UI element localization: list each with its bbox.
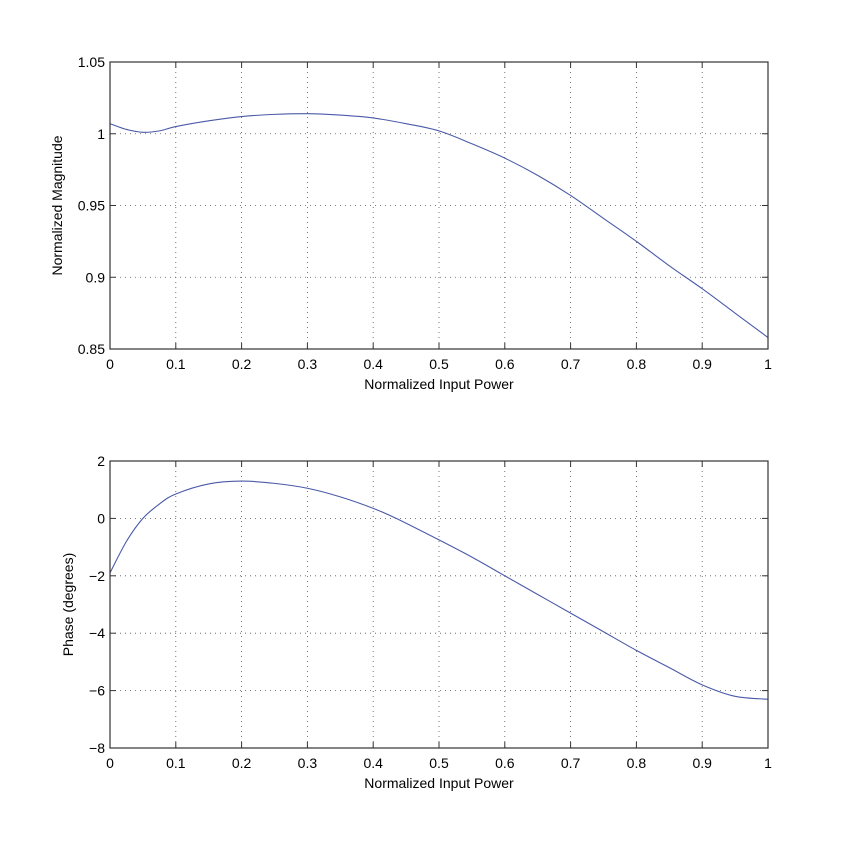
y-tick-label: 0.95 [78,198,105,214]
axes-frame [109,61,769,350]
x-tick-label: 0.8 [627,356,647,372]
x-tick-label: 0 [106,755,114,771]
y-tick-label: 2 [97,453,105,469]
x-tick-label: 1 [764,755,772,771]
x-tick-label: 0.6 [495,755,515,771]
x-tick-label: 0.8 [627,755,647,771]
x-tick-label: 0.3 [298,356,318,372]
phase-plot: 0 0.1 0.2 0.3 0.4 0.5 0.6 0.7 0.8 0.9 1 −8 −6 −4 −2 0 2 N… [60,453,772,791]
data-line [109,480,769,700]
x-tick-label: 0.2 [232,755,252,771]
x-tick-label: 1 [764,356,772,372]
x-tick-label: 0.7 [561,356,581,372]
x-tick-label: 0.9 [692,356,712,372]
y-tick-label: −6 [89,683,105,699]
y-tick-label: 1 [97,126,105,142]
x-tick-label: 0.3 [298,755,318,771]
x-axis-label: Normalized Input Power [364,376,514,392]
x-tick-label: 0.4 [363,356,383,372]
x-tick-label: 0.5 [429,356,449,372]
y-tick-label: 0 [97,510,105,526]
plot-area [110,461,768,748]
y-tick-label: 0.85 [78,341,105,357]
y-tick-label: 1.05 [78,54,105,70]
x-tick-label: 0.7 [561,755,581,771]
x-tick-label: 0.6 [495,356,515,372]
x-tick-label: 0.5 [429,755,449,771]
magnitude-plot: 0 0.1 0.2 0.3 0.4 0.5 0.6 0.7 0.8 0.9 1 0.85 0.9 0.95… [49,54,772,392]
x-axis-label: Normalized Input Power [364,775,514,791]
x-tick-label: 0.2 [232,356,252,372]
plot-area [110,62,768,349]
y-tick-label: −8 [89,740,105,756]
x-tick-label: 0 [106,356,114,372]
y-tick-label: 0.9 [86,269,106,285]
axes-frame [109,460,769,749]
x-tick-label: 0.9 [692,755,712,771]
x-tick-label: 0.1 [166,356,186,372]
y-axis-label: Normalized Magnitude [49,135,65,275]
x-tick-label: 0.1 [166,755,186,771]
y-tick-label: −4 [89,625,105,641]
data-line [109,113,769,338]
x-tick-label: 0.4 [363,755,383,771]
y-axis-label: Phase (degrees) [60,553,76,657]
y-tick-label: −2 [89,568,105,584]
